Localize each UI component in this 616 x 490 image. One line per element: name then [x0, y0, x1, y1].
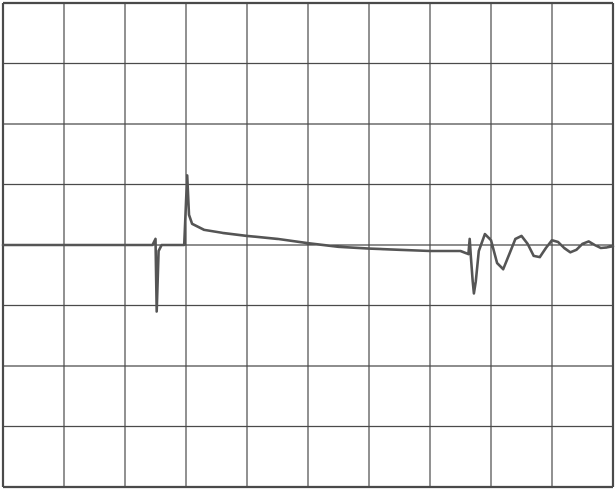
traces	[1, 174, 615, 313]
signal-trace-line	[1, 174, 615, 313]
